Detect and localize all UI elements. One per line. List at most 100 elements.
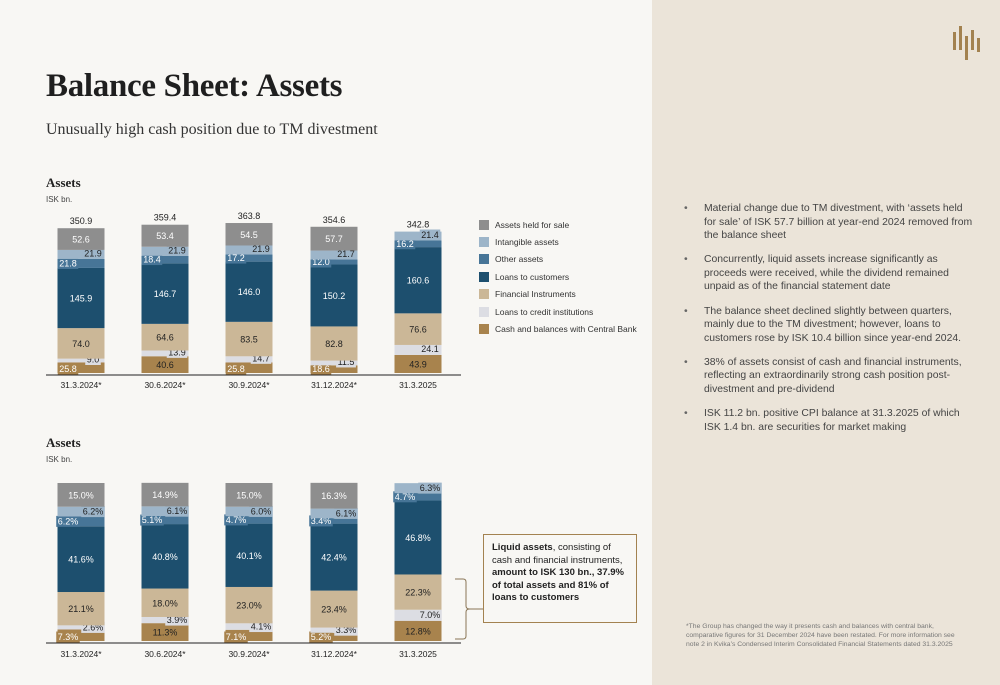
- data-label: 14.7: [252, 353, 270, 363]
- label-background: [393, 491, 417, 503]
- data-label: 57.7: [325, 234, 343, 244]
- data-label: 146.7: [154, 289, 177, 299]
- data-label: 64.6: [156, 333, 174, 343]
- bar-segment: [141, 263, 189, 324]
- data-label: 11.3%: [153, 628, 178, 638]
- bar-segment: [394, 344, 442, 355]
- legend-label: Loans to credit institutions: [495, 306, 594, 317]
- data-label: 18.0%: [152, 598, 178, 608]
- category-label: 30.9.2024*: [228, 649, 270, 659]
- callout-liquid-label: Liquid assets: [492, 542, 553, 553]
- bar-segment: [310, 518, 358, 524]
- category-label: 30.9.2024*: [228, 380, 270, 390]
- bar-segment: [57, 506, 105, 517]
- data-label: 21.4: [421, 230, 439, 240]
- legend-swatch: [479, 271, 489, 282]
- legend-label: Cash and balances with Central Bank: [495, 324, 637, 335]
- bar-segment: [141, 524, 189, 589]
- bar-segment: [394, 240, 442, 248]
- legend-item: Other assets: [479, 251, 637, 268]
- bar-segment: [225, 523, 273, 587]
- bar-segment: [310, 632, 358, 641]
- total-label: 342.8: [407, 220, 430, 230]
- data-label: 74.0: [72, 339, 90, 349]
- legend-label: Assets held for sale: [495, 219, 570, 230]
- label-background: [250, 243, 272, 255]
- data-label: 82.8: [325, 339, 343, 349]
- label-background: [140, 514, 164, 526]
- bar-segment: [141, 482, 189, 507]
- bar-segment: [310, 360, 358, 366]
- data-label: 76.6: [409, 325, 427, 335]
- bar-segment: [57, 249, 105, 259]
- total-label: 354.6: [323, 215, 346, 225]
- bar-segment: [394, 609, 442, 621]
- label-background: [250, 352, 272, 364]
- legend-swatch: [479, 219, 489, 230]
- page-title: Balance Sheet: Assets: [46, 68, 343, 104]
- bar-segment: [225, 483, 273, 507]
- bar-segment: [394, 620, 442, 641]
- label-background: [249, 621, 273, 633]
- data-label: 46.8%: [405, 533, 431, 543]
- data-label: 15.0%: [236, 490, 262, 500]
- data-label: 7.1%: [226, 632, 247, 642]
- data-label: 18.4: [143, 255, 161, 265]
- category-label: 31.12.2024*: [311, 649, 358, 659]
- data-label: 13.9: [168, 347, 186, 357]
- bar-segment: [57, 267, 105, 329]
- bar-segment: [225, 356, 273, 363]
- bar-segment: [225, 362, 273, 373]
- data-label: 6.1%: [336, 508, 357, 518]
- data-label: 24.1: [421, 344, 439, 354]
- bullet-item: • 38% of assets consist of cash and finan…: [684, 356, 976, 397]
- bar-segment: [225, 586, 273, 624]
- label-background: [310, 256, 332, 268]
- bar-segment: [310, 326, 358, 361]
- data-label: 146.0: [238, 287, 261, 297]
- bullet-item: • Concurrently, liquid assets increase si…: [684, 253, 976, 294]
- label-background: [336, 356, 356, 368]
- data-label: 21.1%: [68, 604, 94, 614]
- data-label: 16.3%: [321, 491, 347, 501]
- data-label: 7.0%: [420, 610, 441, 620]
- data-label: 6.1%: [167, 506, 188, 516]
- bar-segment: [394, 231, 442, 241]
- data-label: 23.0%: [236, 601, 262, 611]
- bar-segment: [310, 627, 358, 633]
- bar-segment: [225, 629, 273, 641]
- legend-item: Financial Instruments: [479, 286, 637, 303]
- bar-segment: [141, 255, 189, 264]
- label-background: [56, 515, 80, 527]
- bar-segment: [225, 223, 273, 246]
- bar-segment: [141, 616, 189, 624]
- bullet-text: Concurrently, liquid assets increase sig…: [704, 254, 949, 293]
- label-background: [81, 621, 105, 633]
- bar-segment: [225, 261, 273, 322]
- data-label: 6.3%: [420, 483, 441, 493]
- data-label: 4.1%: [251, 622, 272, 632]
- legend-swatch: [479, 306, 489, 317]
- bar-segment: [225, 245, 273, 255]
- data-label: 3.9%: [167, 615, 188, 625]
- bar-segment: [225, 321, 273, 357]
- category-label: 31.3.2024*: [60, 649, 102, 659]
- bar-segment: [141, 350, 189, 357]
- legend-item: Loans to customers: [479, 268, 637, 285]
- data-label: 5.1%: [142, 515, 163, 525]
- bar-segment: [394, 493, 442, 501]
- bar-segment: [394, 483, 442, 494]
- label-background: [310, 363, 332, 375]
- bar-segment: [225, 254, 273, 262]
- legend-label: Financial Instruments: [495, 289, 576, 300]
- label-background: [224, 514, 248, 526]
- label-background: [82, 247, 104, 259]
- liquid-bracket: [455, 578, 471, 640]
- bar-segment: [141, 623, 189, 641]
- data-label: 16.2: [396, 239, 414, 249]
- chart2-unit: ISK bn.: [46, 455, 73, 464]
- category-label: 30.6.2024*: [144, 380, 186, 390]
- label-background: [309, 515, 333, 527]
- data-label: 52.6: [72, 235, 90, 245]
- data-label: 6.2%: [83, 507, 104, 517]
